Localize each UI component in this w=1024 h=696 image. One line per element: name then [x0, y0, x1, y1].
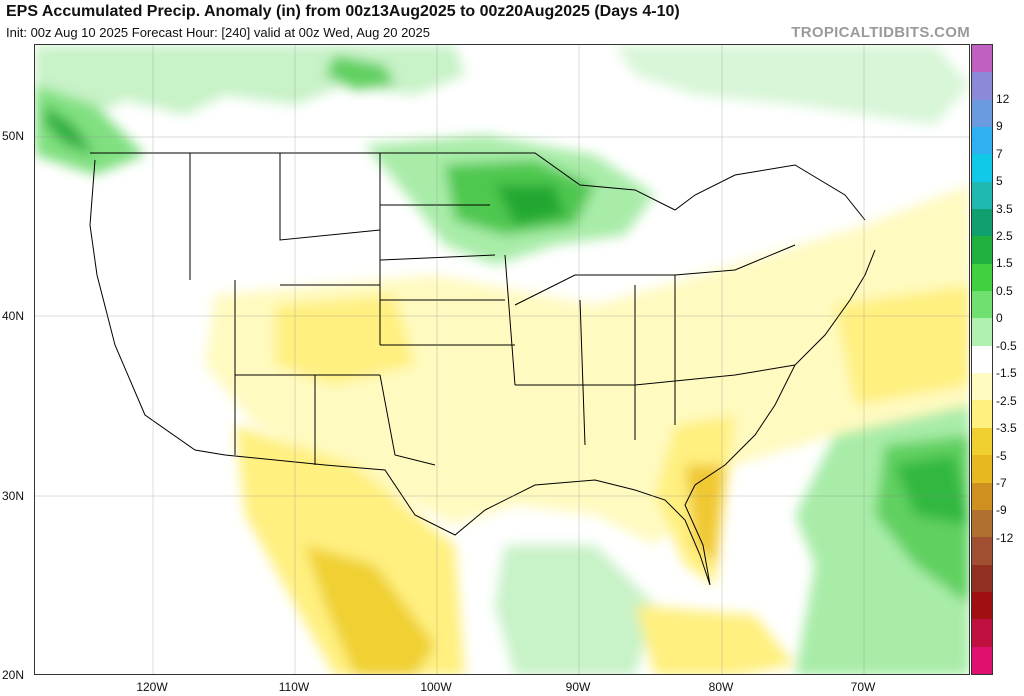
lon-label-70w: 70W — [850, 680, 876, 694]
graticule — [35, 45, 969, 674]
colorbar-swatch — [972, 646, 992, 674]
lon-label-100w: 100W — [420, 680, 452, 694]
colorbar-swatch — [972, 482, 992, 510]
colorbar-swatch — [972, 181, 992, 210]
lon-label-80w: 80W — [708, 680, 734, 694]
colorbar-label: -12 — [996, 530, 1014, 545]
colorbar-label: 5 — [996, 174, 1003, 189]
colorbar-label: -1.5 — [996, 366, 1017, 381]
lat-label-30n: 30N — [2, 489, 25, 503]
colorbar-label: 0.5 — [996, 283, 1013, 298]
colorbar-label: 7 — [996, 146, 1003, 161]
colorbar-label: -3.5 — [996, 421, 1017, 436]
site-watermark: TROPICALTIDBITS.COM — [791, 24, 970, 41]
lon-label-110w: 110W — [278, 680, 310, 694]
precip-anomaly-map — [34, 44, 970, 675]
colorbar-label: 0 — [996, 311, 1003, 326]
boundaries — [89, 152, 876, 586]
colorbar-label: 12 — [996, 91, 1010, 106]
colorbar-label: 2.5 — [996, 229, 1013, 244]
colorbar-swatch — [972, 99, 992, 128]
lon-label-120w: 120W — [136, 680, 168, 694]
colorbar — [971, 44, 993, 675]
colorbar-swatch — [972, 263, 992, 292]
colorbar-swatch — [972, 45, 992, 73]
colorbar-swatch — [972, 236, 992, 264]
lon-label-90w: 90W — [565, 680, 591, 694]
map-canvas — [35, 45, 969, 674]
colorbar-swatch — [972, 373, 992, 401]
colorbar-label: -0.5 — [996, 338, 1017, 353]
colorbar-swatch — [972, 154, 992, 182]
colorbar-swatch — [972, 318, 992, 346]
colorbar-swatch — [972, 345, 992, 374]
colorbar-swatch — [972, 455, 992, 483]
map-title: EPS Accumulated Precip. Anomaly (in) fro… — [6, 3, 680, 20]
colorbar-swatch — [972, 619, 992, 647]
colorbar-swatch — [972, 537, 992, 565]
colorbar-swatch — [972, 400, 992, 428]
colorbar-label: -7 — [996, 475, 1007, 490]
colorbar-swatch — [972, 291, 992, 319]
colorbar-swatch — [972, 72, 992, 100]
colorbar-swatch — [972, 427, 992, 456]
lat-label-20n: 20N — [2, 668, 25, 682]
colorbar-label: 3.5 — [996, 201, 1013, 216]
lat-label-40n: 40N — [2, 309, 25, 323]
lat-label-50n: 50N — [2, 129, 25, 143]
colorbar-swatch — [972, 591, 992, 620]
colorbar-swatch — [972, 209, 992, 237]
colorbar-swatch — [972, 127, 992, 155]
map-subtitle: Init: 00z Aug 10 2025 Forecast Hour: [24… — [6, 25, 430, 40]
colorbar-label: -9 — [996, 503, 1007, 518]
colorbar-label: 9 — [996, 119, 1003, 134]
colorbar-swatch — [972, 564, 992, 592]
colorbar-label: 1.5 — [996, 256, 1013, 271]
colorbar-label: -2.5 — [996, 393, 1017, 408]
colorbar-swatch — [972, 509, 992, 538]
colorbar-label: -5 — [996, 448, 1007, 463]
anomaly-fill — [35, 45, 969, 674]
